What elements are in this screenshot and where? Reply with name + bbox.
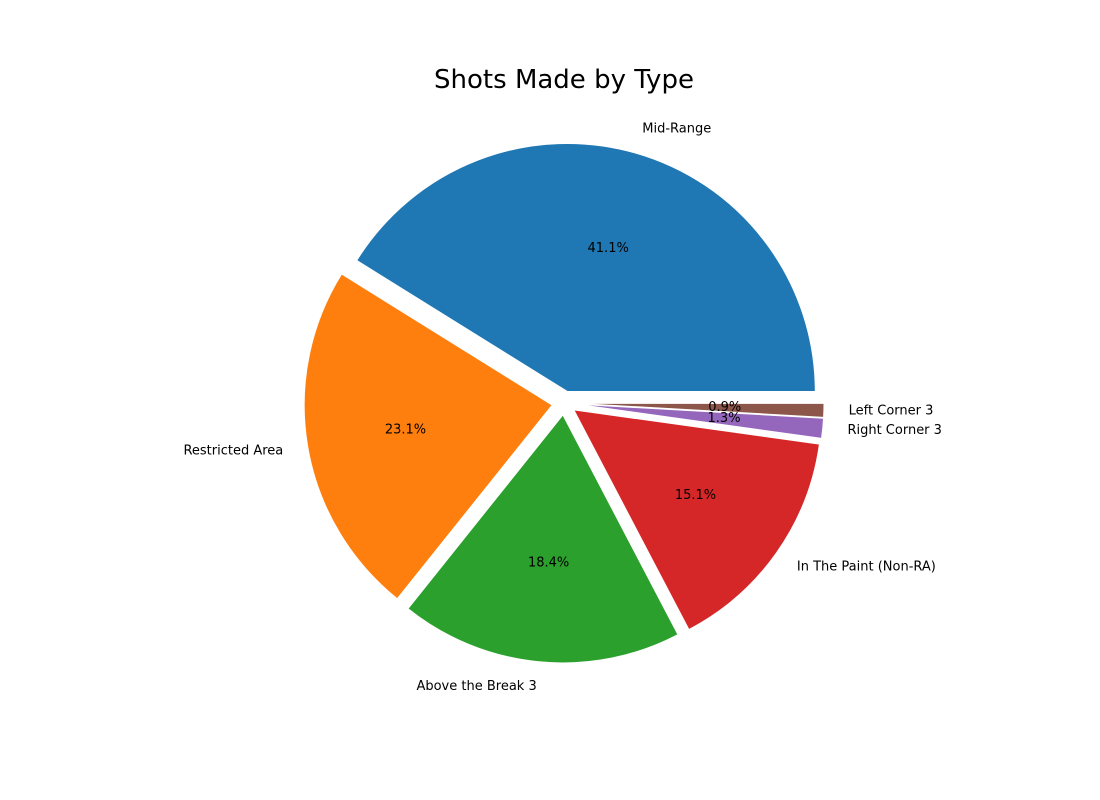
slice-restricted-area [303,273,553,600]
slice-label-mid-range: Mid-Range [642,122,711,137]
slice-right-corner-3 [575,403,825,439]
slice-in-the-paint-non-ra [572,409,821,631]
slice-label-left-corner-3: Left Corner 3 [849,404,934,419]
slice-label-right-corner-3: Right Corner 3 [847,423,942,438]
slice-label-above-the-break-3: Above the Break 3 [416,679,536,694]
slice-label-restricted-area: Restricted Area [183,444,283,459]
slices-layer [303,142,825,664]
pct-label-right-corner-3: 1.3% [708,411,741,426]
slice-label-in-the-paint-non-ra: In The Paint (Non-RA) [797,559,936,574]
slice-mid-range [356,142,816,392]
pct-label-restricted-area: 23.1% [385,423,426,438]
pct-label-above-the-break-3: 18.4% [528,556,569,571]
pct-label-mid-range: 41.1% [588,241,629,256]
slice-left-corner-3 [575,402,825,418]
slice-above-the-break-3 [407,414,679,664]
pct-label-left-corner-3: 0.9% [708,400,741,415]
pct-label-in-the-paint-non-ra: 15.1% [675,488,716,503]
chart-title: Shots Made by Type [434,65,694,95]
labels-layer: 41.1% Mid-Range 23.1% Restricted Area 18.4% A… [183,122,941,694]
